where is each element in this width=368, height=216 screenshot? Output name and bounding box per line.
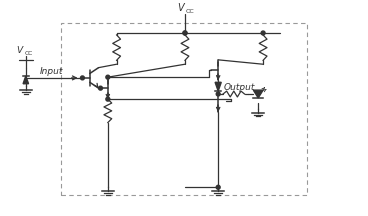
Circle shape (99, 86, 102, 90)
Circle shape (106, 97, 110, 101)
Text: Output: Output (224, 83, 255, 92)
Text: V: V (177, 3, 184, 13)
Polygon shape (215, 82, 221, 91)
Polygon shape (23, 76, 29, 84)
Circle shape (216, 185, 220, 189)
Circle shape (183, 31, 187, 35)
Polygon shape (253, 90, 263, 98)
Text: Input: Input (39, 67, 63, 76)
Circle shape (106, 75, 110, 79)
Circle shape (81, 76, 84, 80)
Circle shape (216, 92, 220, 96)
Text: V: V (17, 46, 23, 56)
Text: CC: CC (25, 51, 33, 56)
Circle shape (183, 31, 187, 35)
Circle shape (261, 31, 265, 35)
Text: CC: CC (186, 10, 195, 14)
